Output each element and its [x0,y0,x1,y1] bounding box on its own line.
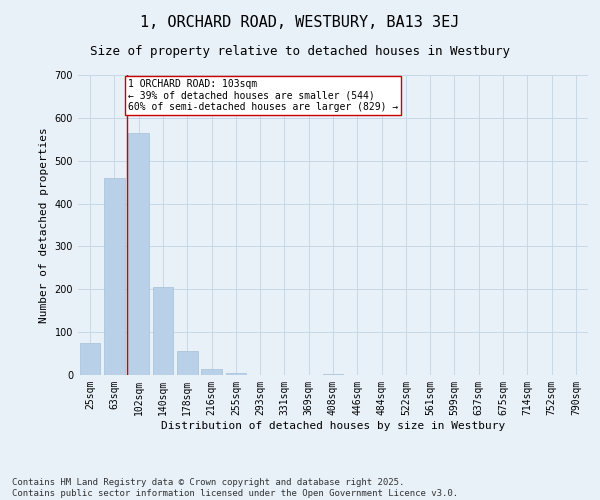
Text: 1 ORCHARD ROAD: 103sqm
← 39% of detached houses are smaller (544)
60% of semi-de: 1 ORCHARD ROAD: 103sqm ← 39% of detached… [128,80,398,112]
Bar [177,352,197,375]
Text: Size of property relative to detached houses in Westbury: Size of property relative to detached ho… [90,45,510,58]
Y-axis label: Number of detached properties: Number of detached properties [39,127,49,323]
Bar [104,178,125,375]
Bar [201,368,222,375]
Text: Contains HM Land Registry data © Crown copyright and database right 2025.
Contai: Contains HM Land Registry data © Crown c… [12,478,458,498]
Bar [80,343,100,375]
Text: 1, ORCHARD ROAD, WESTBURY, BA13 3EJ: 1, ORCHARD ROAD, WESTBURY, BA13 3EJ [140,15,460,30]
Bar [128,133,149,375]
Bar [226,373,246,375]
Bar [323,374,343,375]
Bar [152,287,173,375]
X-axis label: Distribution of detached houses by size in Westbury: Distribution of detached houses by size … [161,420,505,430]
